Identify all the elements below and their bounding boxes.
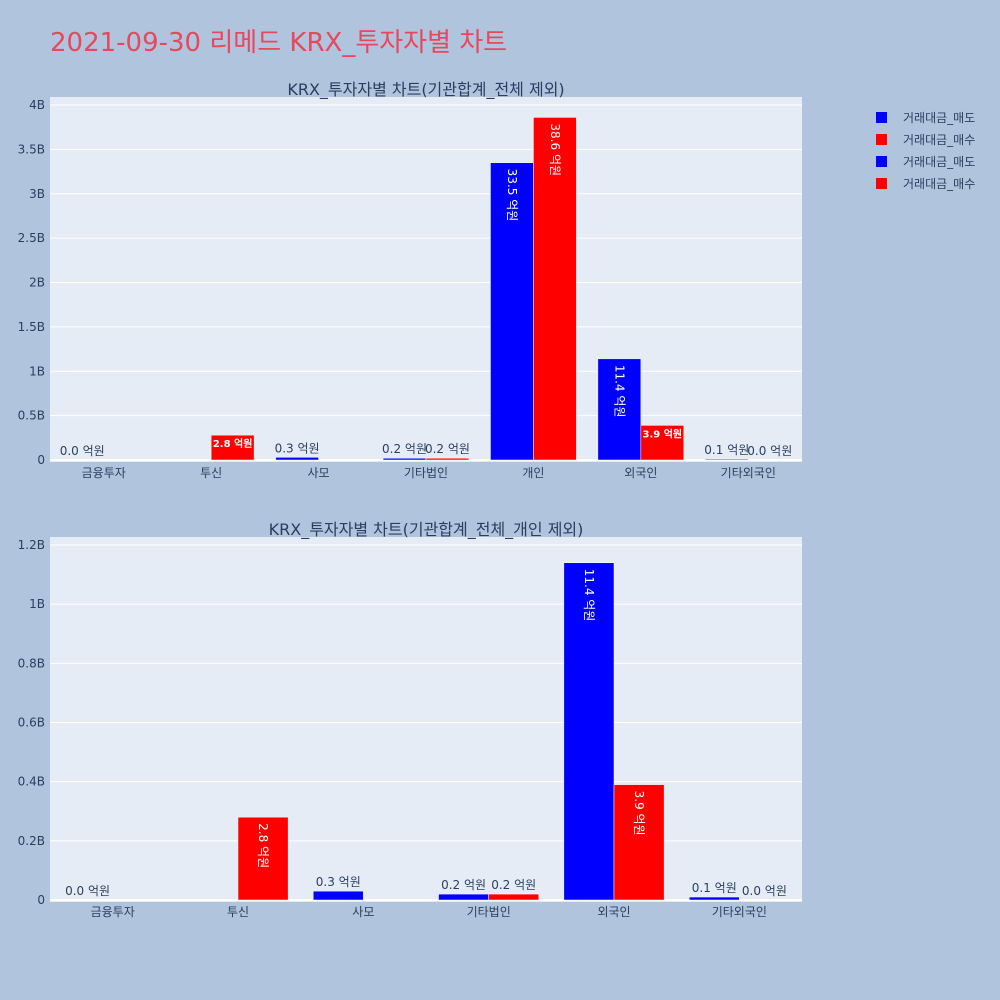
data-label: 0.0 억원 [742,884,787,898]
legend-item[interactable]: 거래대금_매수 [876,128,975,150]
y-tick-label: 2.5B [18,231,45,245]
bar-sell [705,458,749,461]
bar-buy [237,816,289,901]
data-label: 2.8 억원 [256,823,270,868]
x-tick-label: 투신 [200,466,222,480]
chart-title: KRX_투자자별 차트(기관합계_전체 제외) [287,80,564,100]
x-tick-label: 금융투자 [82,466,126,480]
legend-item[interactable]: 거래대금_매도 [876,106,975,128]
data-label: 0.2 억원 [382,442,427,456]
bar-buy [613,784,665,901]
legend-swatch-icon [876,133,887,145]
legend-label: 거래대금_매도 [903,154,976,169]
y-tick-label: 0 [37,893,45,907]
legend-label: 거래대금_매도 [903,110,976,125]
y-tick-label: 1B [29,597,45,611]
x-tick-label: 기타법인 [404,466,448,480]
data-label: 0.0 억원 [747,444,792,458]
bar-buy [425,457,470,461]
x-tick-label: 기타외국인 [721,466,776,480]
bar-sell [275,457,319,461]
chart-title: KRX_투자자별 차트(기관합계_전체_개인 제외) [269,520,584,540]
data-label: 0.1 억원 [704,443,749,457]
data-label: 3.9 억원 [643,427,683,440]
data-label: 2.8 억원 [213,437,253,450]
data-label: 38.6 억원 [548,123,562,176]
y-tick-label: 2B [29,276,45,290]
bar-sell [688,896,740,901]
x-tick-label: 금융투자 [91,905,135,919]
data-label: 3.9 억원 [632,791,646,836]
data-label: 33.5 억원 [505,169,519,222]
x-tick-label: 외국인 [624,466,657,480]
x-tick-label: 외국인 [597,905,630,919]
data-label: 0.1 억원 [692,881,737,895]
legend-swatch-icon [876,155,887,167]
x-tick-label: 기타외국인 [712,905,767,919]
legend-label: 거래대금_매수 [903,132,976,147]
data-label: 0.2 억원 [441,878,486,892]
bar-sell [382,457,427,461]
plot-area [50,537,802,902]
bar-sell [490,162,534,461]
x-tick-label: 기타법인 [467,905,511,919]
x-tick-label: 개인 [522,466,544,480]
legend-swatch-icon [876,111,887,123]
legend-item[interactable]: 거래대금_매수 [876,172,975,194]
legend-label: 거래대금_매수 [903,176,976,191]
legend-swatch-icon [876,177,887,189]
data-label: 0.2 억원 [491,878,536,892]
x-tick-label: 사모 [352,905,374,919]
y-tick-label: 0.6B [18,716,45,730]
y-tick-label: 4B [29,98,45,112]
plot-area [50,97,802,462]
y-tick-label: 0 [37,453,45,467]
x-tick-label: 사모 [308,466,330,480]
data-label: 0.2 억원 [425,442,470,456]
y-tick-label: 0.8B [18,656,45,670]
bar-sell [563,562,615,901]
y-tick-label: 3B [29,187,45,201]
bar-buy [533,117,577,461]
data-label: 11.4 억원 [612,365,626,418]
bar-buy [488,893,540,901]
page-title: 2021-09-30 리메드 KRX_투자자별 차트 [50,28,508,58]
bar-buy [640,425,685,461]
data-label: 11.4 억원 [582,569,596,622]
y-tick-label: 0.2B [18,834,45,848]
y-tick-label: 1B [29,364,45,378]
y-tick-label: 3.5B [18,142,45,156]
y-tick-label: 1.2B [18,538,45,552]
x-tick-label: 투신 [227,905,249,919]
bar-buy [210,434,255,461]
data-label: 0.3 억원 [316,875,361,889]
data-label: 0.0 억원 [65,884,110,898]
y-tick-label: 0.5B [18,409,45,423]
data-label: 0.0 억원 [60,444,105,458]
y-tick-label: 1.5B [18,320,45,334]
legend: 거래대금_매도 거래대금_매수 거래대금_매도 거래대금_매수 [876,106,975,194]
bar-sell [312,890,364,901]
y-tick-label: 0.4B [18,775,45,789]
legend-item[interactable]: 거래대금_매도 [876,150,975,172]
bar-sell [438,893,489,901]
bar-sell [597,358,642,461]
data-label: 0.3 억원 [275,441,320,455]
